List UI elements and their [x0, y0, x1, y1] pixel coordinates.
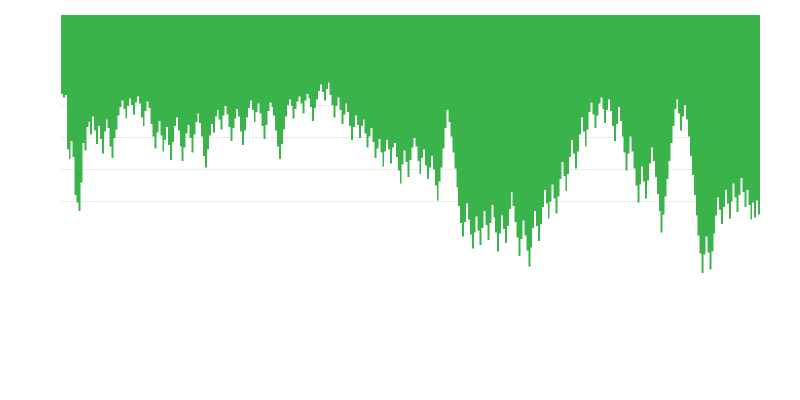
series-fill-path [61, 15, 760, 273]
